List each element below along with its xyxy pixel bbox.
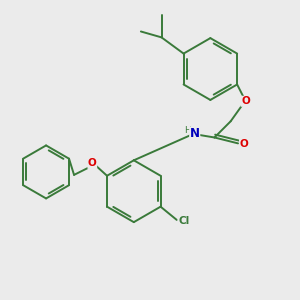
Text: O: O	[239, 139, 248, 149]
Text: N: N	[190, 127, 200, 140]
Text: H: H	[184, 126, 191, 135]
Text: O: O	[241, 96, 250, 106]
Text: O: O	[88, 158, 97, 168]
Text: Cl: Cl	[178, 216, 190, 226]
